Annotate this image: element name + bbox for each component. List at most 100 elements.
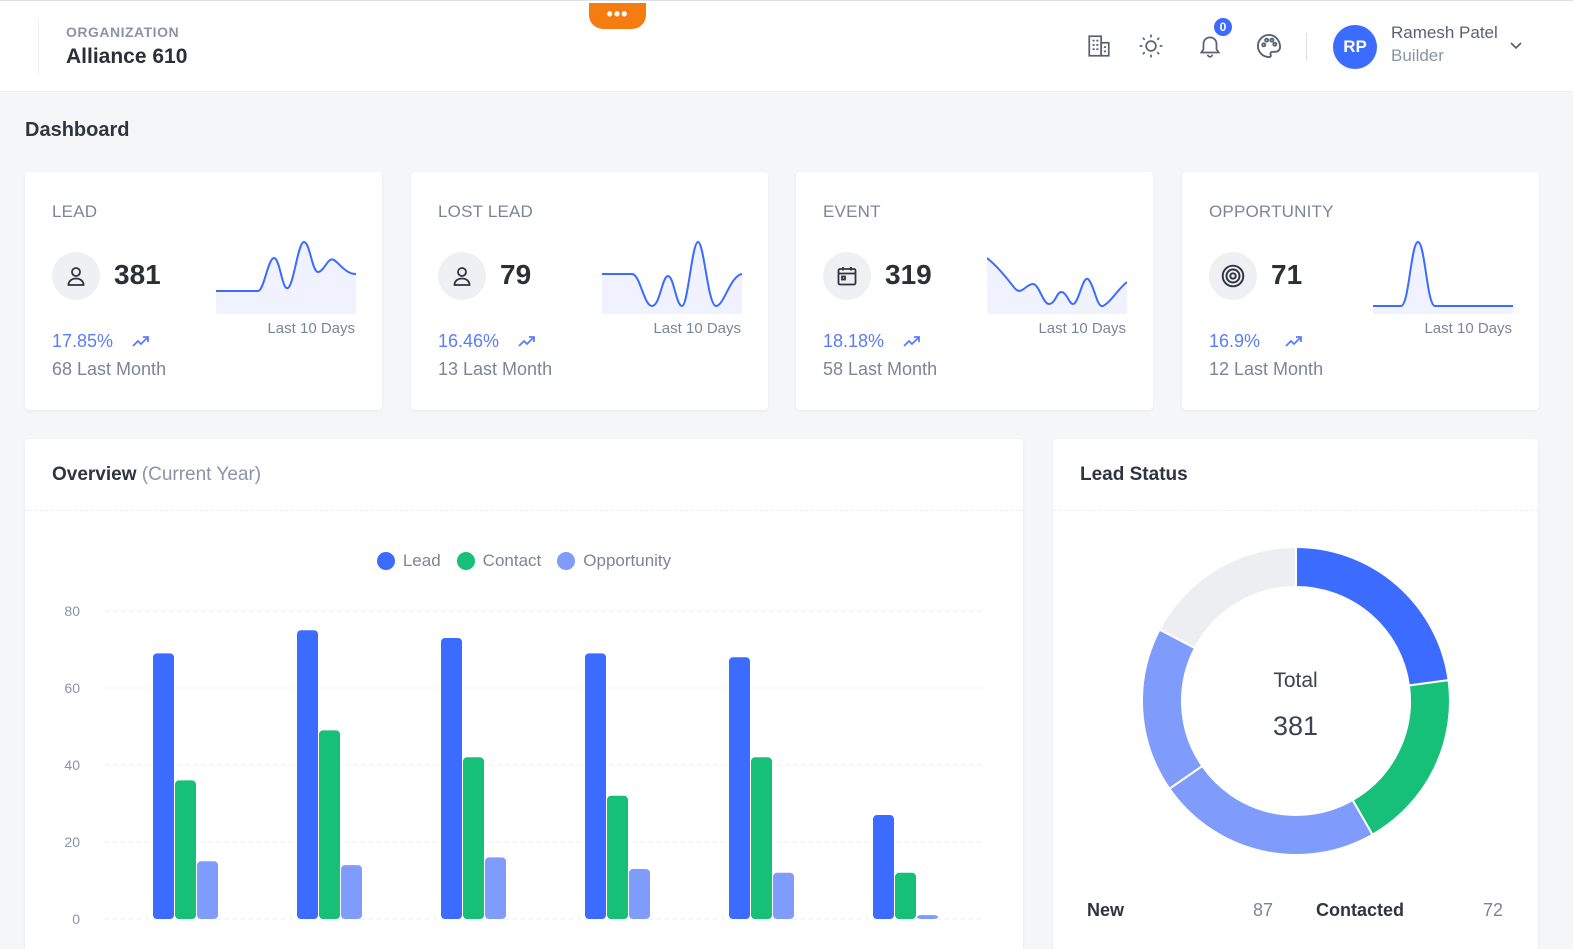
trend-up-icon (903, 334, 921, 353)
bar-contact[interactable] (607, 795, 628, 919)
stat-last-month: 13 Last Month (438, 359, 553, 379)
status-label-contacted: Contacted (1316, 900, 1405, 920)
donut-slice-4[interactable] (1158, 545, 1297, 650)
donut-slice-3[interactable] (1141, 628, 1204, 791)
bar-lead[interactable] (585, 653, 606, 919)
lead-status-title: Lead Status (1080, 464, 1188, 485)
donut-slice-1[interactable] (1351, 678, 1451, 837)
bar-opportunity[interactable] (485, 857, 506, 919)
stat-last-month: 12 Last Month (1209, 359, 1324, 379)
stat-period: Last 10 Days (653, 320, 741, 337)
bar-opportunity[interactable] (197, 861, 218, 919)
bar-contact[interactable] (463, 757, 484, 919)
sun-icon[interactable] (1136, 31, 1166, 61)
bar-lead[interactable] (297, 630, 318, 919)
stat-percentage: 16.46% (438, 331, 500, 351)
bar-contact[interactable] (319, 730, 340, 919)
legend-item-lead[interactable]: Lead (376, 551, 441, 571)
stat-period: Last 10 Days (267, 320, 355, 337)
palette-icon[interactable] (1254, 31, 1284, 61)
organization-name[interactable]: Alliance 610 (66, 45, 188, 68)
overview-bar-chart: 0 20 40 60 80 (64, 603, 985, 927)
y-tick-label: 20 (64, 834, 80, 850)
calendar-icon (823, 252, 871, 300)
legend-item-contact[interactable]: Contact (456, 551, 542, 571)
bar-contact[interactable] (751, 757, 772, 919)
notification-badge: 0 (1212, 16, 1234, 38)
overview-header: Overview (Current Year) (25, 439, 1023, 511)
legend-item-opportunity[interactable]: Opportunity (557, 551, 671, 571)
stat-value: 79 (500, 259, 532, 290)
lead-status-card: Lead Status Total 381 New 87 Contacted 7… (1053, 439, 1538, 949)
legend-dot (376, 552, 395, 570)
target-icon (1209, 252, 1257, 300)
top-bar: ORGANIZATION Alliance 610 ••• 0 RP Rames… (0, 0, 1573, 92)
bar-lead[interactable] (441, 637, 462, 919)
donut-slice-2[interactable] (1168, 764, 1374, 856)
sparkline-chart (602, 240, 742, 314)
bar-lead[interactable] (729, 657, 750, 919)
y-tick-label: 40 (64, 757, 80, 773)
stat-title: LEAD (52, 202, 98, 221)
sparkline-chart (216, 240, 356, 314)
stat-last-month: 58 Last Month (823, 359, 938, 379)
y-tick-label: 60 (64, 680, 80, 696)
sparkline-chart (987, 257, 1127, 314)
bell-icon[interactable] (1195, 31, 1225, 61)
bar-lead[interactable] (873, 815, 894, 919)
trend-up-icon (1285, 334, 1303, 353)
lead-status-header: Lead Status (1053, 439, 1538, 511)
sparkline-chart (1373, 240, 1513, 314)
bar-opportunity[interactable] (917, 915, 938, 919)
bar-opportunity[interactable] (341, 865, 362, 919)
chevron-down-icon[interactable] (1508, 37, 1524, 58)
overview-title-text: Overview (52, 464, 137, 485)
stat-value: 319 (885, 259, 932, 290)
building-icon[interactable] (1084, 31, 1114, 61)
bar-lead[interactable] (153, 653, 174, 919)
bar-contact[interactable] (895, 872, 916, 919)
stat-percentage: 18.18% (823, 331, 885, 351)
stat-percentage: 16.9% (1209, 331, 1261, 351)
stat-card-event: EVENT 319 Last 10 Days 18.18% 58 Last Mo… (796, 172, 1153, 410)
legend-dot (456, 552, 475, 570)
user-role: Builder (1391, 46, 1444, 65)
stat-card-opportunity: OPPORTUNITY 71 Last 10 Days 16.9% 12 Las… (1182, 172, 1539, 410)
bar-contact[interactable] (175, 780, 196, 919)
bar-opportunity[interactable] (773, 872, 794, 919)
status-value-contacted: 72 (1483, 900, 1504, 920)
stat-card-lost-lead: LOST LEAD 79 Last 10 Days 16.46% 13 Last… (411, 172, 768, 410)
y-tick-label: 80 (64, 603, 80, 619)
legend-label: Lead (402, 551, 441, 570)
overview-subtitle: (Current Year) (141, 464, 262, 485)
stat-percentage: 17.85% (52, 331, 114, 351)
status-value-new: 87 (1253, 900, 1274, 920)
donut-slice-0[interactable] (1295, 545, 1450, 687)
user-icon (438, 252, 486, 300)
legend-label: Contact (482, 551, 542, 570)
overview-title: Overview (Current Year) (52, 464, 261, 486)
bar-opportunity[interactable] (629, 868, 650, 919)
stat-card-lead: LEAD 381 Last 10 Days 17.85% 68 Last Mon… (25, 172, 382, 410)
stat-title: LOST LEAD (438, 202, 534, 221)
donut-total-label: Total (1273, 669, 1318, 692)
stat-value: 71 (1271, 259, 1303, 290)
overview-card: Overview (Current Year) Lead Contact Opp… (25, 439, 1023, 949)
lead-status-donut-chart (1141, 545, 1451, 856)
user-icon (52, 252, 100, 300)
trend-up-icon (132, 334, 150, 353)
avatar[interactable]: RP (1333, 25, 1377, 69)
trend-up-icon (518, 334, 536, 353)
chart-legend: Lead Contact Opportunity (25, 551, 1023, 571)
donut-total-value: 381 (1272, 711, 1319, 741)
stat-value: 381 (114, 259, 161, 290)
legend-dot (557, 552, 576, 570)
more-menu-button[interactable]: ••• (589, 3, 646, 29)
y-tick-label: 0 (72, 911, 80, 927)
user-separator (1306, 33, 1307, 61)
stat-title: EVENT (823, 202, 881, 221)
status-label-new: New (1087, 900, 1125, 920)
organization-label: ORGANIZATION (66, 24, 180, 40)
user-name[interactable]: Ramesh Patel (1391, 23, 1498, 42)
stat-last-month: 68 Last Month (52, 359, 167, 379)
